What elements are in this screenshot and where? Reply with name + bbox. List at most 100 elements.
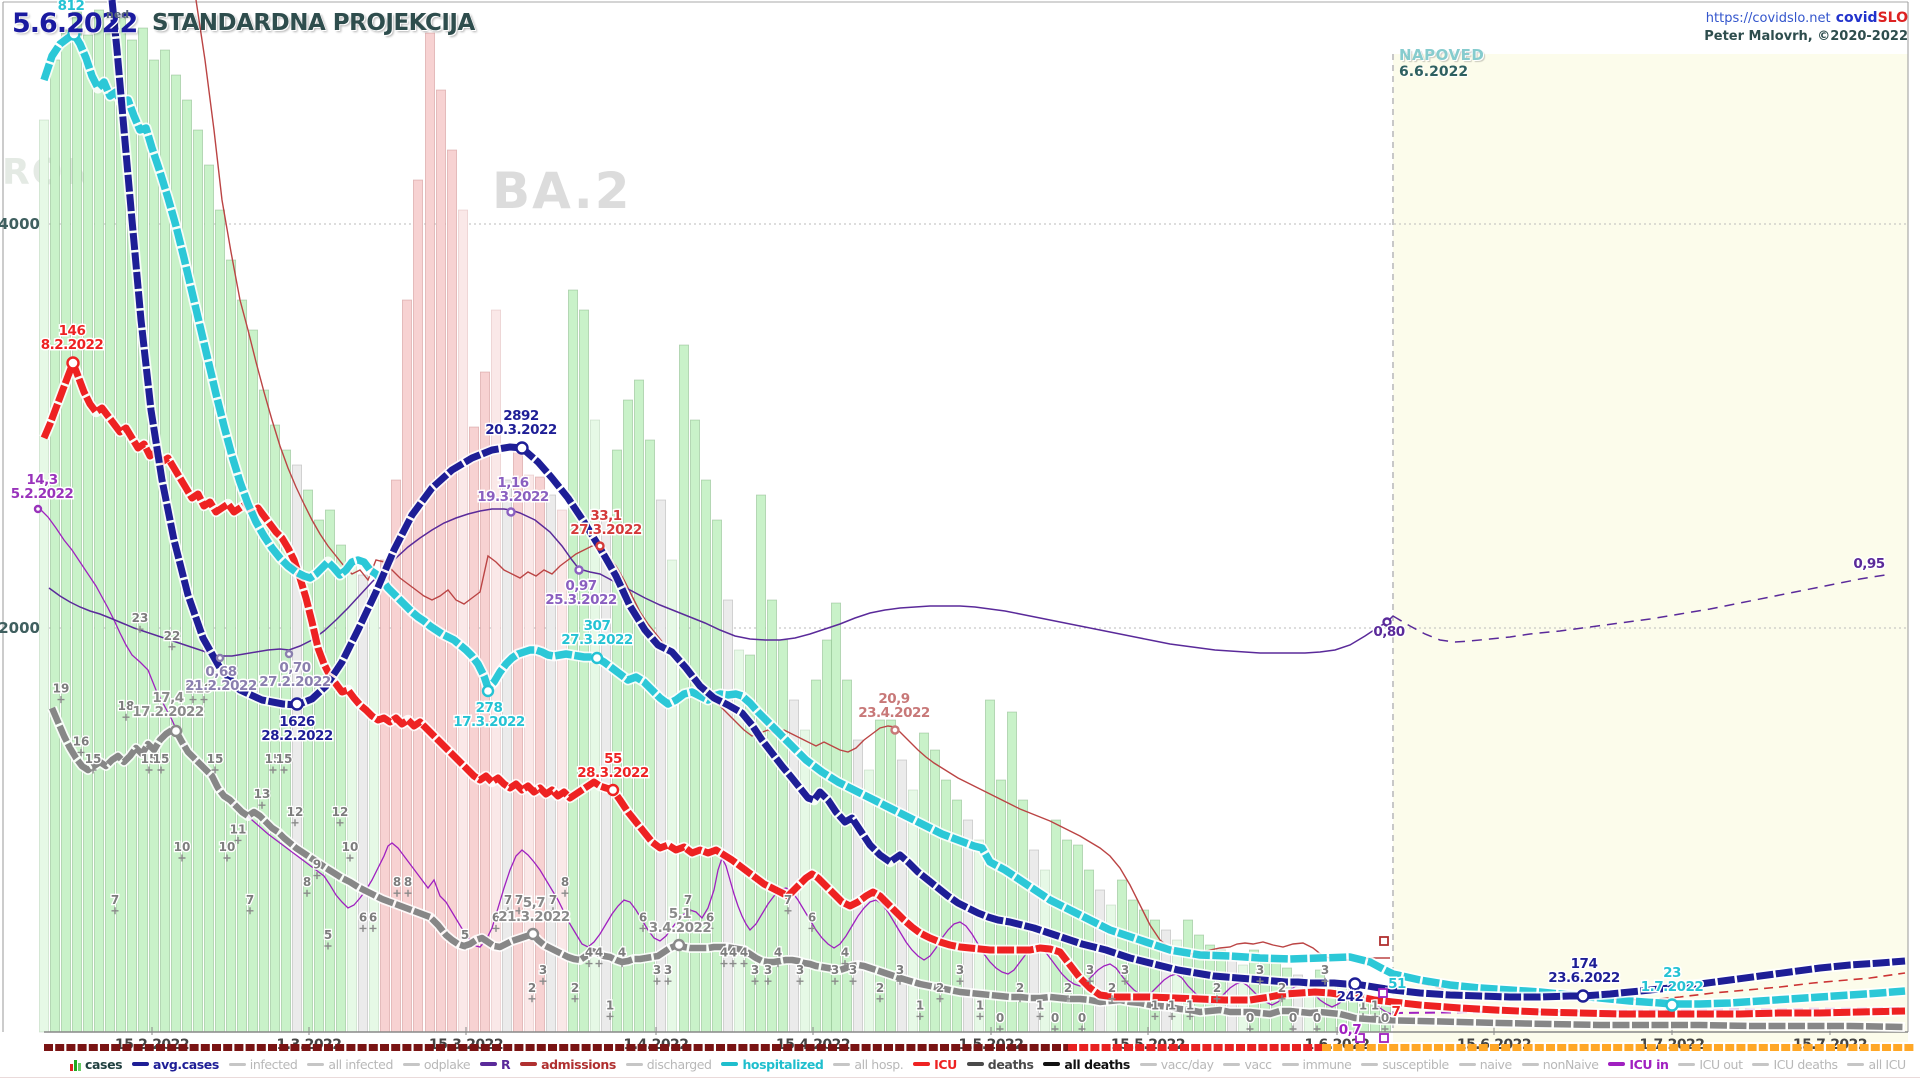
death-count-label: 1	[1036, 998, 1044, 1012]
annotation-label: 33,1	[590, 508, 621, 524]
timeline-strip-cell	[1837, 1044, 1847, 1051]
death-count-label: 3	[896, 963, 904, 977]
death-count-marker	[1289, 1025, 1297, 1033]
variant-watermark: RON	[2, 152, 96, 193]
legend-label: susceptible	[1382, 1056, 1449, 1072]
daily-cases-bar	[723, 599, 734, 1033]
death-count-label: 15	[265, 752, 282, 766]
annotation-marker	[284, 649, 294, 659]
timeline-strip-cell	[301, 1044, 311, 1051]
legend-item-vacc-day[interactable]: vacc/day	[1139, 1057, 1214, 1072]
legend-item-icu[interactable]: ICU	[913, 1057, 957, 1072]
daily-cases-bar	[667, 559, 678, 1033]
death-count-label: 6	[369, 910, 377, 924]
death-count-label: 0	[1313, 1011, 1321, 1025]
timeline-strip-cell	[279, 1044, 289, 1051]
timeline-strip-cell	[1333, 1044, 1343, 1051]
annotation-label: 28.2.2022	[261, 728, 333, 744]
death-count-label: 3	[1256, 963, 1264, 977]
legend-item-icu-out[interactable]: ICU out	[1678, 1057, 1743, 1072]
timeline-strip-cell	[77, 1044, 87, 1051]
legend-label: R	[501, 1056, 511, 1072]
annotation-label: 1,16	[497, 475, 528, 491]
legend-item-r[interactable]: R	[480, 1056, 511, 1072]
timeline-strip-cell	[424, 1044, 434, 1051]
daily-cases-bar	[412, 179, 423, 1033]
timeline-strip-cell	[1512, 1044, 1522, 1051]
daily-cases-bar	[72, 11, 83, 1033]
timeline-strip-cell	[1781, 1044, 1791, 1051]
legend-dash-icon	[721, 1062, 739, 1066]
timeline-strip-cell	[816, 1044, 826, 1051]
timeline-strip-cell	[1411, 1044, 1421, 1051]
death-count-label: 0	[996, 1011, 1004, 1025]
timeline-strip-cell	[44, 1044, 53, 1051]
legend-dash-icon	[1847, 1062, 1865, 1066]
timeline-strip-cell	[1490, 1044, 1499, 1051]
death-count-marker	[1186, 1012, 1194, 1020]
timeline-strip-cell	[1202, 1044, 1212, 1051]
death-count-marker	[1256, 977, 1264, 985]
annotation-marker	[1665, 998, 1679, 1012]
legend-item-susceptible[interactable]: susceptible	[1361, 1057, 1449, 1072]
timeline-strip-cell	[212, 1044, 221, 1051]
legend-item-admissions[interactable]: admissions	[520, 1057, 616, 1072]
death-count-label: 2	[528, 981, 536, 995]
legend-item-discharged[interactable]: discharged	[625, 1057, 712, 1072]
death-count-label: 0	[1381, 1011, 1389, 1025]
death-count-marker	[258, 801, 266, 809]
series-legend: cases avg.cases infected all infected odplak…	[0, 1053, 1920, 1075]
forecast-region	[1393, 54, 1908, 1042]
timeline-strip-cell	[189, 1044, 199, 1051]
death-count-label: 12	[287, 805, 304, 819]
legend-item-all-infected[interactable]: all infected	[307, 1057, 393, 1072]
legend-item-nonnaive[interactable]: nonNaive	[1521, 1057, 1599, 1072]
timeline-strip-cell	[156, 1044, 165, 1051]
timeline-strip-cell	[727, 1044, 737, 1051]
legend-label: infected	[249, 1056, 298, 1072]
legend-item-all-icu[interactable]: all ICU	[1847, 1057, 1906, 1072]
timeline-strip-cell	[760, 1044, 770, 1051]
annotation-label: 0,80	[1373, 624, 1404, 640]
death-count-label: 1	[916, 998, 924, 1012]
death-count-marker	[664, 977, 672, 985]
legend-item-avg-cases[interactable]: avg.cases	[132, 1057, 219, 1072]
timeline-strip-cell	[1770, 1044, 1779, 1051]
death-count-label: 8	[393, 875, 401, 889]
daily-cases-bar	[690, 419, 701, 1033]
daily-cases-bar	[1139, 909, 1150, 1033]
legend-item-infected[interactable]: infected	[228, 1056, 298, 1072]
death-count-label: 2	[1064, 981, 1072, 995]
annotation-label: 21.2.2022	[185, 678, 257, 694]
death-count-label: 0	[1289, 1011, 1297, 1025]
legend-item-icu-deaths[interactable]: ICU deaths	[1752, 1057, 1838, 1072]
death-count-label: 3	[849, 963, 857, 977]
timeline-strip-cell	[1725, 1044, 1735, 1051]
legend-item-icu-in[interactable]: ICU in	[1608, 1057, 1669, 1072]
annotation-marker	[574, 565, 584, 575]
legend-item-deaths[interactable]: deaths	[966, 1057, 1034, 1072]
legend-item-cases[interactable]: cases	[70, 1057, 123, 1072]
site-url-link[interactable]: https://covidslo.net	[1705, 11, 1831, 26]
timeline-strip-cell	[133, 1044, 143, 1051]
death-count-marker	[1278, 995, 1286, 1003]
legend-item-naive[interactable]: naive	[1458, 1057, 1512, 1072]
timeline-strip-cell	[660, 1044, 669, 1051]
legend-item-hospitalized[interactable]: hospitalized	[721, 1057, 824, 1072]
death-count-marker	[324, 942, 332, 950]
legend-item-vacc[interactable]: vacc	[1223, 1057, 1272, 1072]
timeline-strip-cell	[548, 1044, 557, 1051]
timeline-strip-cell	[1191, 1044, 1201, 1051]
timeline-strip-cell	[413, 1044, 423, 1051]
legend-item-odplake[interactable]: odplake	[402, 1057, 471, 1072]
legend-item-all-deaths[interactable]: all deaths	[1043, 1057, 1130, 1072]
legend-item-all-hosp-[interactable]: all hosp.	[833, 1057, 904, 1072]
annotation-marker	[595, 541, 605, 551]
timeline-strip-cell	[1180, 1044, 1189, 1051]
death-count-marker	[729, 960, 737, 968]
death-count-marker	[618, 960, 626, 968]
timeline-strip-cell	[111, 1044, 121, 1051]
timeline-strip-cell	[1635, 1044, 1645, 1051]
legend-item-immune[interactable]: immune	[1281, 1057, 1352, 1072]
variant-watermark: BA.2	[492, 162, 632, 220]
